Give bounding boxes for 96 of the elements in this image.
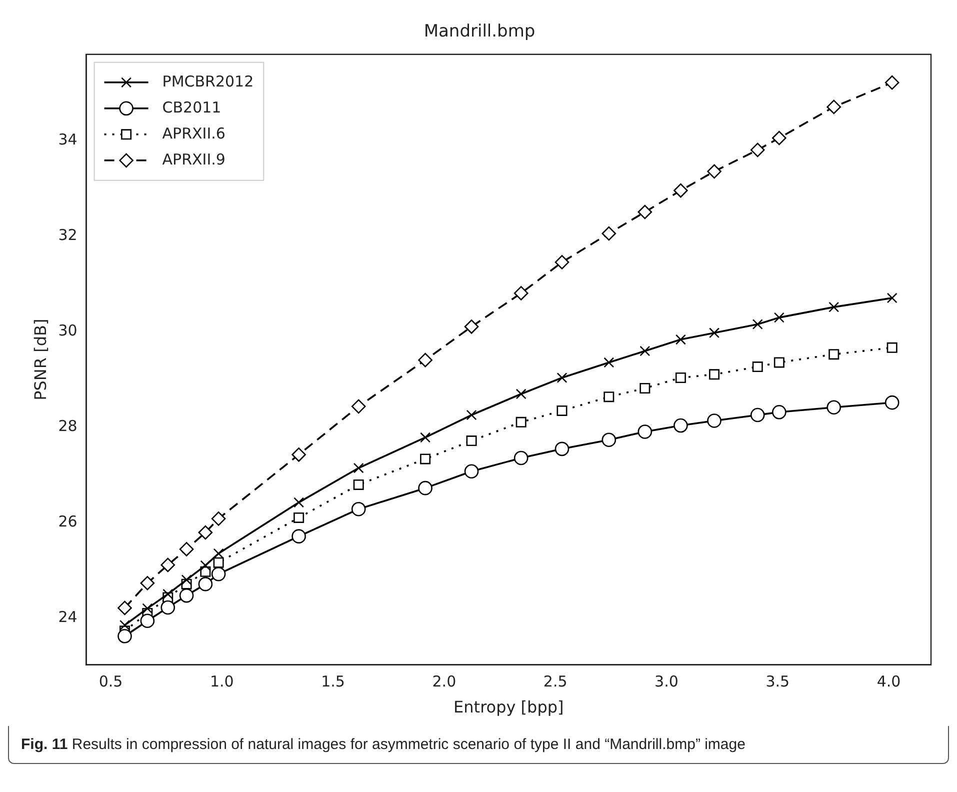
point xyxy=(774,312,784,323)
point xyxy=(160,600,176,615)
point xyxy=(160,558,176,572)
point xyxy=(554,442,570,456)
point xyxy=(826,400,842,415)
point xyxy=(707,164,722,179)
x-tick-label: 4.0 xyxy=(876,672,901,691)
x-tick-label: 1.5 xyxy=(321,672,345,691)
x-axis-title: Entropy [bpp] xyxy=(454,698,564,717)
legend-label: CB2011 xyxy=(162,98,222,116)
point xyxy=(464,319,479,334)
point xyxy=(181,574,192,586)
point xyxy=(709,328,720,338)
point xyxy=(750,408,765,422)
point xyxy=(556,372,568,383)
y-tick-label: 34 xyxy=(58,130,78,148)
y-tick-label: 24 xyxy=(58,608,78,626)
point xyxy=(886,292,898,304)
point xyxy=(351,399,366,414)
legend-label: APRXII.9 xyxy=(162,150,226,168)
point xyxy=(353,479,364,490)
point xyxy=(638,204,652,220)
point xyxy=(418,352,432,368)
point xyxy=(640,383,650,394)
point xyxy=(466,436,477,446)
point xyxy=(707,414,722,428)
point xyxy=(292,447,306,462)
point xyxy=(774,357,784,368)
point xyxy=(675,372,686,383)
point xyxy=(353,462,364,474)
x-tick-label: 3.0 xyxy=(654,672,678,691)
point xyxy=(162,588,174,600)
point xyxy=(772,130,786,146)
point xyxy=(884,395,900,410)
point xyxy=(604,392,614,402)
point xyxy=(826,100,842,114)
point xyxy=(211,566,226,582)
x-tick-label: 2.5 xyxy=(543,672,568,691)
point xyxy=(213,557,224,568)
point xyxy=(294,512,304,523)
point xyxy=(292,529,306,544)
y-tick-label: 26 xyxy=(58,512,78,530)
point xyxy=(750,142,765,158)
point xyxy=(420,454,431,464)
point xyxy=(464,464,479,479)
point xyxy=(828,302,840,312)
point xyxy=(118,600,132,616)
point xyxy=(554,255,570,270)
point xyxy=(140,576,155,590)
point xyxy=(198,576,213,592)
y-tick-label: 30 xyxy=(58,321,78,340)
point xyxy=(140,614,155,628)
point xyxy=(772,404,786,420)
point xyxy=(602,432,616,447)
point xyxy=(142,603,153,614)
legend-label: APRXII.6 xyxy=(162,124,226,142)
point xyxy=(638,424,652,439)
point xyxy=(640,346,650,356)
point xyxy=(709,369,720,380)
point xyxy=(351,502,366,516)
point xyxy=(884,75,900,90)
point xyxy=(886,342,898,353)
caption: Fig. 11 Results in compression of natural images for asymmetric scenario of type II and “Mandrill.bmp” image xyxy=(8,726,949,764)
point xyxy=(516,416,526,428)
point xyxy=(118,628,132,644)
point xyxy=(516,388,526,400)
point xyxy=(752,319,763,330)
x-tick-label: 2.0 xyxy=(432,672,456,691)
point xyxy=(675,334,686,345)
x-tick-label: 0.5 xyxy=(98,672,123,691)
point xyxy=(556,405,568,416)
y-tick-label: 28 xyxy=(58,416,78,435)
point xyxy=(602,226,616,241)
point xyxy=(179,542,194,556)
chart-title: Mandrill.bmp xyxy=(424,22,536,42)
x-tick-label: 1.0 xyxy=(210,672,234,691)
point xyxy=(514,450,528,466)
point xyxy=(466,410,477,420)
point xyxy=(198,525,213,540)
x-tick-label: 3.5 xyxy=(766,672,790,691)
y-tick-label: 32 xyxy=(58,226,78,244)
point xyxy=(120,620,130,630)
point xyxy=(828,349,840,360)
point xyxy=(674,183,688,198)
point xyxy=(674,418,688,433)
point xyxy=(418,480,432,496)
point xyxy=(294,497,304,508)
point xyxy=(179,588,194,603)
point xyxy=(752,362,763,372)
point xyxy=(514,286,528,300)
point xyxy=(213,548,224,559)
point xyxy=(211,512,226,526)
legend-label: PMCBR2012 xyxy=(162,72,254,90)
point xyxy=(604,357,614,368)
point xyxy=(420,432,431,443)
y-axis-title: PSNR [dB] xyxy=(30,318,50,400)
